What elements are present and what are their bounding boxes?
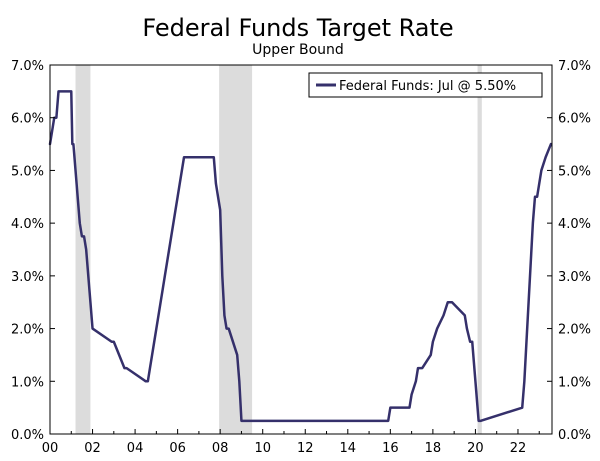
legend-box (308, 72, 543, 98)
x-tick-label: 04 (127, 441, 144, 456)
y-tick-label-left: 4.0% (11, 217, 44, 232)
y-axis-right: 0.0% 1.0% 2.0% 3.0% 4.0% 5.0% 6.0% 7.0% (547, 59, 591, 443)
recession-shading-layer (75, 65, 482, 434)
y-axis-left: 0.0% 1.0% 2.0% 3.0% 4.0% 5.0% 6.0% 7.0% (11, 59, 55, 443)
x-axis: 00 02 04 06 08 10 12 14 16 18 20 22 (42, 429, 540, 456)
y-tick-label-right: 7.0% (558, 59, 591, 74)
x-tick-label: 08 (212, 441, 229, 456)
recession-band-0 (75, 65, 91, 434)
legend: Federal Funds: Jul @ 5.50% (308, 72, 543, 98)
plot-area-frame (49, 64, 553, 435)
x-tick-label: 22 (510, 441, 527, 456)
y-tick-label-right: 3.0% (558, 270, 591, 285)
x-tick-label: 18 (425, 441, 442, 456)
y-tick-label-right: 6.0% (558, 112, 591, 127)
x-tick-label: 02 (84, 441, 101, 456)
y-tick-label-left: 0.0% (11, 428, 44, 443)
x-tick-label: 14 (340, 441, 357, 456)
y-tick-label-left: 7.0% (11, 59, 44, 74)
y-tick-label-right: 5.0% (558, 164, 591, 179)
y-tick-label-left: 6.0% (11, 112, 44, 127)
legend-label: Federal Funds: Jul @ 5.50% (339, 79, 516, 94)
series-layer (48, 90, 553, 423)
y-tick-label-right: 2.0% (558, 323, 591, 338)
y-tick-label-left: 1.0% (11, 375, 44, 390)
x-tick-label: 06 (169, 441, 186, 456)
chart-title: Federal Funds Target Rate (142, 14, 453, 42)
x-tick-label: 12 (297, 441, 314, 456)
recession-band-1 (219, 65, 253, 434)
series-line-0 (48, 90, 553, 423)
y-tick-label-left: 3.0% (11, 270, 44, 285)
y-tick-label-left: 5.0% (11, 164, 44, 179)
x-tick-label: 20 (467, 441, 484, 456)
y-tick-label-left: 2.0% (11, 323, 44, 338)
y-tick-label-right: 1.0% (558, 375, 591, 390)
x-tick-label: 00 (42, 441, 59, 456)
x-tick-label: 10 (254, 441, 271, 456)
x-tick-label: 16 (382, 441, 399, 456)
y-tick-label-right: 4.0% (558, 217, 591, 232)
recession-band-2 (477, 65, 482, 434)
chart-subtitle: Upper Bound (252, 42, 344, 58)
y-tick-label-right: 0.0% (558, 428, 591, 443)
